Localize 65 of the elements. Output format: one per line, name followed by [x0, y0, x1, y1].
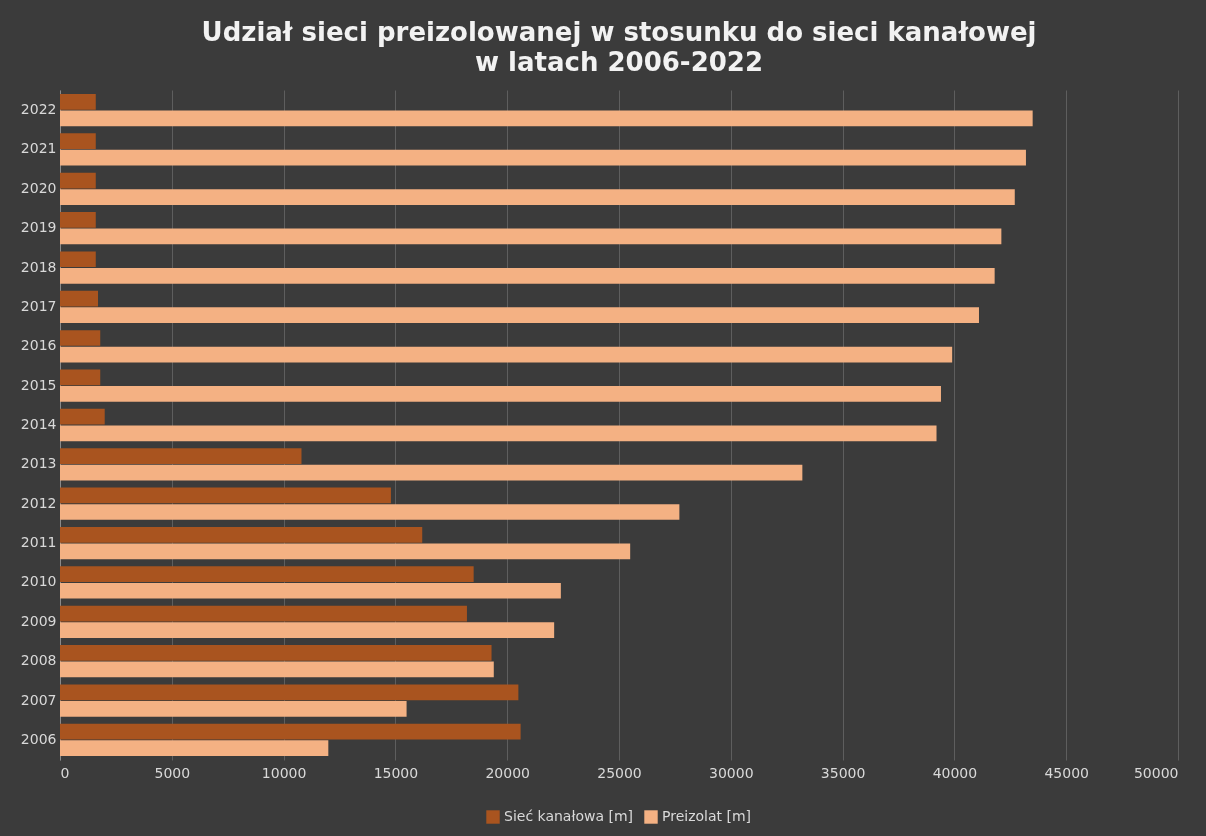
x-tick-label: 30000 — [709, 764, 754, 781]
y-tick-label: 2007 — [20, 691, 57, 708]
bar — [60, 93, 96, 110]
bar — [60, 622, 555, 638]
y-tick-label: 2012 — [20, 494, 57, 511]
bar — [60, 149, 1026, 166]
bar — [60, 330, 101, 346]
bar — [60, 504, 680, 520]
bar — [60, 605, 467, 622]
y-tick-label: 2022 — [20, 101, 57, 118]
bar — [60, 740, 329, 757]
y-tick-label: 2018 — [20, 258, 57, 275]
y-tick-label: 2016 — [20, 337, 57, 354]
y-tick-label: 2009 — [20, 612, 57, 629]
x-tick-label: 5000 — [154, 764, 191, 781]
bar — [60, 369, 101, 386]
bar — [60, 228, 1002, 245]
bar — [60, 464, 803, 481]
bar — [60, 110, 1033, 127]
bar — [60, 487, 391, 504]
bar — [60, 408, 105, 425]
chart-title: Udział sieci preizolowanej w stosunku do sieci kanałowej w latach 2006-2022 — [201, 17, 1037, 77]
y-tick-label: 2014 — [20, 416, 57, 432]
y-tick-label: 2013 — [20, 455, 57, 472]
x-tick-label: 25000 — [597, 764, 642, 781]
x-tick-label: 0 — [60, 764, 70, 781]
legend-label: Sieć kanałowa [m] — [504, 808, 634, 824]
y-tick-label: 2010 — [20, 573, 57, 590]
x-tick-label: 35000 — [820, 764, 866, 781]
x-tick-label: 15000 — [373, 764, 419, 781]
y-tick-label: 2006 — [20, 730, 57, 747]
y-tick-label: 2019 — [20, 219, 57, 236]
y-tick-label: 2008 — [20, 652, 57, 669]
bar — [60, 172, 96, 189]
bar — [60, 251, 96, 268]
bar — [60, 346, 953, 363]
x-tick-label: 40000 — [932, 764, 978, 781]
bar — [60, 212, 96, 228]
bar — [60, 267, 995, 284]
y-tick-label: 2011 — [20, 534, 57, 551]
legend-label: Preizolat [m] — [662, 808, 752, 824]
bar — [60, 645, 492, 661]
y-tick-label: 2017 — [20, 297, 57, 314]
bar — [60, 307, 979, 324]
bar — [60, 543, 631, 560]
y-tick-label: 2020 — [20, 179, 57, 196]
bar — [60, 133, 96, 150]
x-tick-label: 20000 — [485, 764, 530, 781]
bar — [60, 189, 1015, 205]
bar — [60, 425, 937, 442]
x-tick-label: 10000 — [261, 764, 307, 781]
x-tick-label: 45000 — [1044, 764, 1089, 781]
bar — [60, 386, 941, 402]
bar — [60, 290, 99, 307]
bar — [60, 582, 561, 599]
bar — [60, 684, 519, 701]
bar — [60, 526, 423, 543]
x-tick-label: 50000 — [1133, 764, 1179, 781]
y-tick-label: 2021 — [20, 140, 57, 157]
bar — [60, 566, 474, 583]
y-tick-label: 2015 — [20, 376, 57, 393]
bar — [60, 661, 494, 678]
bar — [60, 448, 302, 464]
bar — [60, 723, 521, 740]
bar — [60, 700, 407, 717]
